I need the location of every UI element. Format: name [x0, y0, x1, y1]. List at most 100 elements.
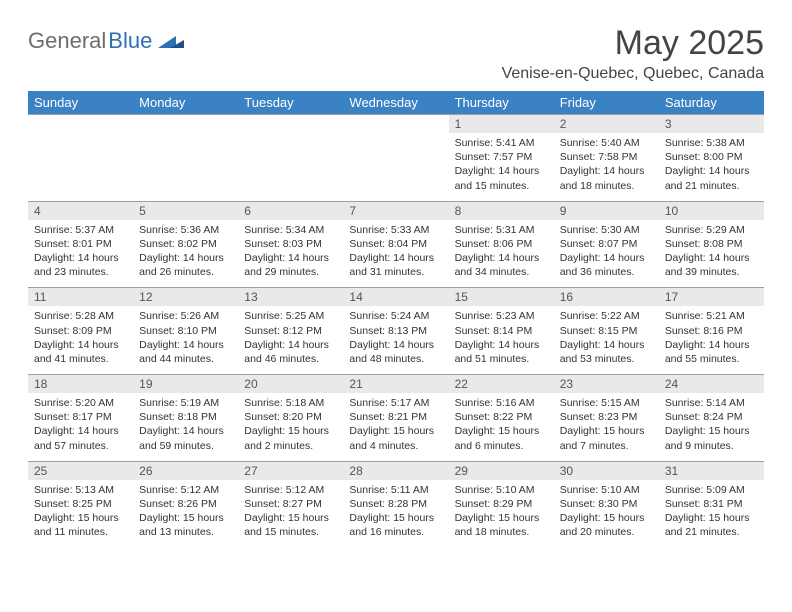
day-number-cell [343, 115, 448, 134]
day-number-cell: 6 [238, 201, 343, 220]
sunrise-text: Sunrise: 5:23 AM [455, 309, 548, 323]
calendar-page: GeneralBlue May 2025 Venise-en-Quebec, Q… [0, 0, 792, 571]
day-info-row: Sunrise: 5:28 AMSunset: 8:09 PMDaylight:… [28, 306, 764, 374]
sunrise-text: Sunrise: 5:29 AM [665, 223, 758, 237]
daylight-text: Daylight: 14 hours and 59 minutes. [139, 424, 232, 452]
day-info-cell: Sunrise: 5:10 AMSunset: 8:29 PMDaylight:… [449, 480, 554, 548]
day-number-cell: 7 [343, 201, 448, 220]
day-number-row: 45678910 [28, 201, 764, 220]
daylight-text: Daylight: 14 hours and 36 minutes. [560, 251, 653, 279]
day-info-cell: Sunrise: 5:31 AMSunset: 8:06 PMDaylight:… [449, 220, 554, 288]
day-info-cell: Sunrise: 5:33 AMSunset: 8:04 PMDaylight:… [343, 220, 448, 288]
day-number-cell: 23 [554, 375, 659, 394]
day-info-cell: Sunrise: 5:09 AMSunset: 8:31 PMDaylight:… [659, 480, 764, 548]
day-info-row: Sunrise: 5:37 AMSunset: 8:01 PMDaylight:… [28, 220, 764, 288]
weekday-header: Sunday [28, 91, 133, 115]
daylight-text: Daylight: 15 hours and 13 minutes. [139, 511, 232, 539]
day-info-cell: Sunrise: 5:16 AMSunset: 8:22 PMDaylight:… [449, 393, 554, 461]
sunset-text: Sunset: 8:14 PM [455, 324, 548, 338]
day-number-cell: 30 [554, 461, 659, 480]
day-number-cell: 13 [238, 288, 343, 307]
daylight-text: Daylight: 14 hours and 26 minutes. [139, 251, 232, 279]
day-info-row: Sunrise: 5:41 AMSunset: 7:57 PMDaylight:… [28, 133, 764, 201]
daylight-text: Daylight: 14 hours and 51 minutes. [455, 338, 548, 366]
sunrise-text: Sunrise: 5:28 AM [34, 309, 127, 323]
sunset-text: Sunset: 8:13 PM [349, 324, 442, 338]
weekday-header: Wednesday [343, 91, 448, 115]
day-number-row: 11121314151617 [28, 288, 764, 307]
sunrise-text: Sunrise: 5:33 AM [349, 223, 442, 237]
weekday-header: Monday [133, 91, 238, 115]
day-number-cell: 21 [343, 375, 448, 394]
sunrise-text: Sunrise: 5:19 AM [139, 396, 232, 410]
sunset-text: Sunset: 8:08 PM [665, 237, 758, 251]
sunrise-text: Sunrise: 5:16 AM [455, 396, 548, 410]
sunset-text: Sunset: 8:02 PM [139, 237, 232, 251]
sunrise-text: Sunrise: 5:18 AM [244, 396, 337, 410]
weekday-header: Friday [554, 91, 659, 115]
day-info-cell: Sunrise: 5:21 AMSunset: 8:16 PMDaylight:… [659, 306, 764, 374]
sunrise-text: Sunrise: 5:26 AM [139, 309, 232, 323]
sunrise-text: Sunrise: 5:34 AM [244, 223, 337, 237]
day-number-cell [238, 115, 343, 134]
day-number-cell: 31 [659, 461, 764, 480]
day-number-cell: 15 [449, 288, 554, 307]
day-info-cell: Sunrise: 5:22 AMSunset: 8:15 PMDaylight:… [554, 306, 659, 374]
sunrise-text: Sunrise: 5:41 AM [455, 136, 548, 150]
day-info-cell: Sunrise: 5:30 AMSunset: 8:07 PMDaylight:… [554, 220, 659, 288]
sunrise-text: Sunrise: 5:09 AM [665, 483, 758, 497]
day-info-cell: Sunrise: 5:28 AMSunset: 8:09 PMDaylight:… [28, 306, 133, 374]
sunset-text: Sunset: 8:06 PM [455, 237, 548, 251]
day-number-cell: 22 [449, 375, 554, 394]
daylight-text: Daylight: 15 hours and 11 minutes. [34, 511, 127, 539]
sunrise-text: Sunrise: 5:11 AM [349, 483, 442, 497]
day-number-cell: 10 [659, 201, 764, 220]
sunrise-text: Sunrise: 5:38 AM [665, 136, 758, 150]
daylight-text: Daylight: 14 hours and 29 minutes. [244, 251, 337, 279]
day-info-cell [238, 133, 343, 201]
sunrise-text: Sunrise: 5:12 AM [244, 483, 337, 497]
daylight-text: Daylight: 15 hours and 4 minutes. [349, 424, 442, 452]
logo-mark-icon [158, 30, 184, 53]
title-block: May 2025 Venise-en-Quebec, Quebec, Canad… [502, 24, 764, 83]
daylight-text: Daylight: 14 hours and 31 minutes. [349, 251, 442, 279]
day-number-cell: 24 [659, 375, 764, 394]
sunset-text: Sunset: 8:29 PM [455, 497, 548, 511]
day-number-cell: 29 [449, 461, 554, 480]
daylight-text: Daylight: 15 hours and 16 minutes. [349, 511, 442, 539]
sunset-text: Sunset: 8:26 PM [139, 497, 232, 511]
daylight-text: Daylight: 15 hours and 9 minutes. [665, 424, 758, 452]
daylight-text: Daylight: 14 hours and 44 minutes. [139, 338, 232, 366]
daylight-text: Daylight: 14 hours and 48 minutes. [349, 338, 442, 366]
sunset-text: Sunset: 8:15 PM [560, 324, 653, 338]
day-info-cell: Sunrise: 5:13 AMSunset: 8:25 PMDaylight:… [28, 480, 133, 548]
daylight-text: Daylight: 14 hours and 55 minutes. [665, 338, 758, 366]
day-number-cell: 26 [133, 461, 238, 480]
day-info-cell: Sunrise: 5:10 AMSunset: 8:30 PMDaylight:… [554, 480, 659, 548]
calendar-table: Sunday Monday Tuesday Wednesday Thursday… [28, 91, 764, 547]
day-number-cell: 9 [554, 201, 659, 220]
sunset-text: Sunset: 8:22 PM [455, 410, 548, 424]
sunrise-text: Sunrise: 5:24 AM [349, 309, 442, 323]
sunrise-text: Sunrise: 5:10 AM [560, 483, 653, 497]
logo: GeneralBlue [28, 28, 184, 54]
sunset-text: Sunset: 8:24 PM [665, 410, 758, 424]
day-info-cell: Sunrise: 5:25 AMSunset: 8:12 PMDaylight:… [238, 306, 343, 374]
day-number-cell: 19 [133, 375, 238, 394]
day-info-cell: Sunrise: 5:38 AMSunset: 8:00 PMDaylight:… [659, 133, 764, 201]
day-number-cell: 27 [238, 461, 343, 480]
daylight-text: Daylight: 14 hours and 57 minutes. [34, 424, 127, 452]
day-info-row: Sunrise: 5:20 AMSunset: 8:17 PMDaylight:… [28, 393, 764, 461]
daylight-text: Daylight: 14 hours and 39 minutes. [665, 251, 758, 279]
sunset-text: Sunset: 8:00 PM [665, 150, 758, 164]
day-info-cell: Sunrise: 5:12 AMSunset: 8:27 PMDaylight:… [238, 480, 343, 548]
day-number-cell [133, 115, 238, 134]
weekday-header: Tuesday [238, 91, 343, 115]
sunset-text: Sunset: 8:04 PM [349, 237, 442, 251]
sunset-text: Sunset: 8:17 PM [34, 410, 127, 424]
daylight-text: Daylight: 14 hours and 21 minutes. [665, 164, 758, 192]
day-number-row: 123 [28, 115, 764, 134]
weekday-header: Saturday [659, 91, 764, 115]
sunset-text: Sunset: 8:21 PM [349, 410, 442, 424]
day-number-row: 25262728293031 [28, 461, 764, 480]
